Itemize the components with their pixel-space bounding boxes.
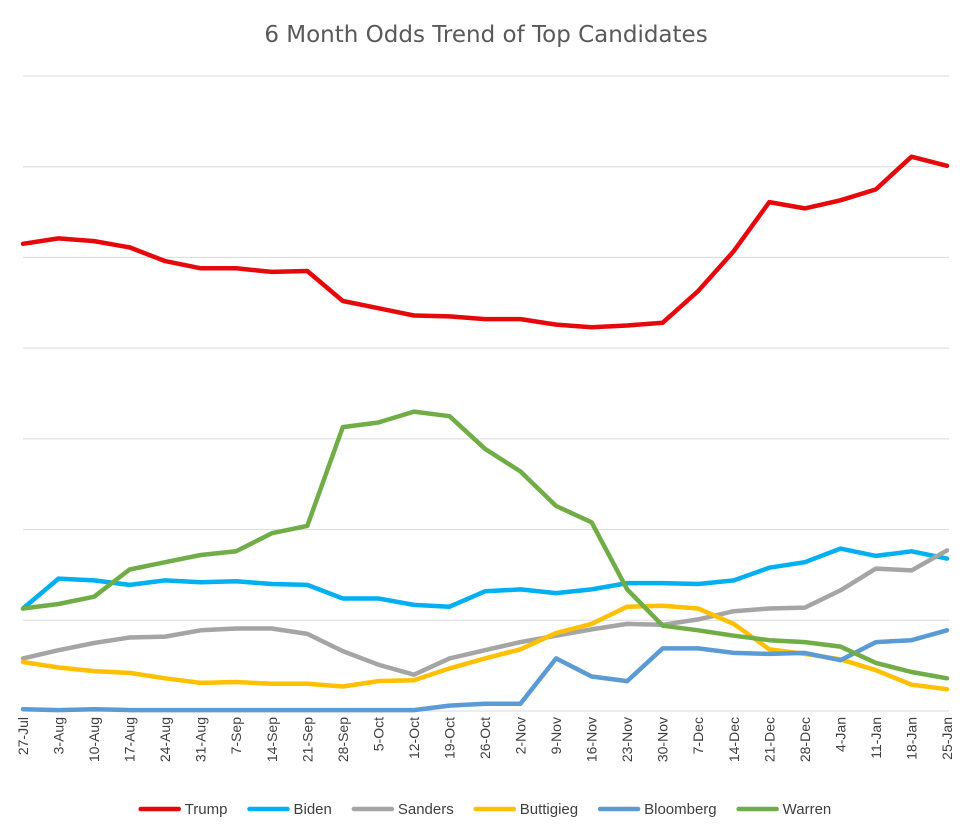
- x-tick-label: 30-Nov: [655, 717, 671, 762]
- legend-item-biden: Biden: [247, 801, 332, 818]
- legend-label: Warren: [783, 801, 832, 818]
- x-tick-label: 18-Jan: [903, 717, 919, 760]
- series-lines: [20, 154, 950, 713]
- legend-item-bloomberg: Bloomberg: [597, 801, 717, 818]
- x-tick-label: 9-Nov: [548, 717, 564, 754]
- legend-label: Bloomberg: [644, 801, 717, 818]
- legend-label: Buttigieg: [520, 801, 578, 818]
- gridlines: [23, 75, 949, 712]
- series-line-warren: [20, 409, 950, 681]
- x-tick-label: 28-Sep: [335, 717, 351, 762]
- x-tick-label: 31-Aug: [193, 717, 209, 762]
- x-tick-label: 2-Nov: [513, 717, 529, 754]
- x-tick-label: 4-Jan: [832, 717, 848, 752]
- series-line-trump: [20, 154, 950, 330]
- x-tick-label: 7-Sep: [228, 717, 244, 755]
- x-tick-label: 24-Aug: [157, 717, 173, 762]
- legend-label: Sanders: [398, 801, 454, 818]
- legend-item-buttigieg: Buttigieg: [473, 801, 578, 818]
- x-tick-label: 16-Nov: [584, 717, 600, 762]
- series-line-sanders: [20, 548, 950, 677]
- x-tick-label: 25-Jan: [939, 717, 955, 760]
- legend-item-sanders: Sanders: [351, 801, 454, 818]
- x-tick-label: 21-Dec: [761, 717, 777, 762]
- x-tick-label: 7-Dec: [690, 717, 706, 754]
- x-tick-label: 28-Dec: [797, 717, 813, 762]
- x-tick-label: 3-Aug: [51, 717, 67, 754]
- legend-item-trump: Trump: [138, 801, 228, 818]
- legend-item-warren: Warren: [736, 801, 832, 818]
- x-tick-label: 10-Aug: [86, 717, 102, 762]
- x-tick-label: 21-Sep: [299, 717, 315, 762]
- series-line-bloomberg: [20, 628, 950, 713]
- legend-label: Biden: [293, 801, 331, 818]
- x-tick-label: 11-Jan: [868, 717, 884, 759]
- legend: Trump Biden Sanders Buttigieg Bloomberg Warre…: [138, 801, 832, 818]
- x-tick-label: 23-Nov: [619, 717, 635, 762]
- x-tick-label: 5-Oct: [370, 717, 386, 751]
- x-tick-label: 19-Oct: [441, 717, 457, 759]
- x-axis-tick-labels: 27-Jul 3-Aug 10-Aug 17-Aug 24-Aug 31-Aug 7-Sep…: [15, 717, 955, 762]
- series-line-biden: [20, 546, 950, 611]
- chart-title: 6 Month Odds Trend of Top Candidates: [264, 22, 707, 48]
- x-tick-label: 14-Dec: [726, 717, 742, 762]
- legend-label: Trump: [185, 801, 228, 818]
- x-tick-label: 26-Oct: [477, 717, 493, 759]
- x-tick-label: 27-Jul: [15, 717, 31, 755]
- x-tick-label: 12-Oct: [406, 717, 422, 759]
- x-tick-label: 17-Aug: [122, 717, 138, 762]
- x-tick-label: 14-Sep: [264, 717, 280, 762]
